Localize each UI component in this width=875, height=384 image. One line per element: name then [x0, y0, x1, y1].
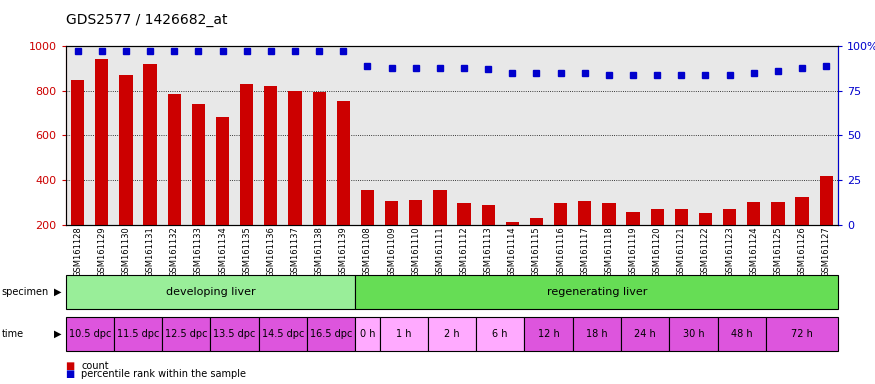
Bar [312, 92, 326, 269]
Bar [410, 200, 423, 269]
Bar [578, 201, 592, 269]
Bar [795, 197, 808, 269]
Text: 48 h: 48 h [731, 329, 752, 339]
Text: GDS2577 / 1426682_at: GDS2577 / 1426682_at [66, 13, 228, 27]
Text: 14.5 dpc: 14.5 dpc [262, 329, 304, 339]
Bar [554, 203, 567, 269]
Text: 30 h: 30 h [682, 329, 704, 339]
Bar [216, 117, 229, 269]
Text: developing liver: developing liver [165, 287, 256, 297]
Text: ▶: ▶ [53, 329, 61, 339]
Text: 12.5 dpc: 12.5 dpc [165, 329, 207, 339]
Text: 11.5 dpc: 11.5 dpc [117, 329, 159, 339]
Bar [119, 74, 133, 269]
Text: time: time [2, 329, 24, 339]
Bar [675, 209, 688, 269]
Bar [699, 213, 712, 269]
Bar [650, 209, 664, 269]
Bar [360, 190, 374, 269]
Text: 10.5 dpc: 10.5 dpc [68, 329, 111, 339]
Text: ■: ■ [66, 369, 75, 379]
Text: ■: ■ [66, 361, 75, 371]
Bar [385, 201, 398, 269]
Text: 72 h: 72 h [791, 329, 813, 339]
Text: 2 h: 2 h [444, 329, 459, 339]
Bar [289, 91, 302, 269]
Text: 12 h: 12 h [537, 329, 559, 339]
Bar [626, 212, 640, 269]
Text: ▶: ▶ [53, 287, 61, 297]
Bar [337, 101, 350, 269]
Text: percentile rank within the sample: percentile rank within the sample [81, 369, 247, 379]
Bar [144, 64, 157, 269]
Text: 18 h: 18 h [586, 329, 607, 339]
Bar [506, 222, 519, 269]
Bar [168, 94, 181, 269]
Bar [264, 86, 277, 269]
Bar [71, 80, 84, 269]
Bar [95, 60, 108, 269]
Bar [529, 218, 543, 269]
Text: regenerating liver: regenerating liver [547, 287, 647, 297]
Bar [747, 202, 760, 269]
Text: 1 h: 1 h [396, 329, 411, 339]
Text: specimen: specimen [2, 287, 49, 297]
Bar [458, 202, 471, 269]
Bar [481, 205, 494, 269]
Text: 13.5 dpc: 13.5 dpc [214, 329, 256, 339]
Bar [240, 84, 254, 269]
Bar [771, 202, 785, 269]
Text: 6 h: 6 h [493, 329, 508, 339]
Text: 0 h: 0 h [360, 329, 375, 339]
Bar [723, 209, 736, 269]
Bar [820, 176, 833, 269]
Bar [433, 190, 446, 269]
Bar [192, 104, 205, 269]
Text: count: count [81, 361, 109, 371]
Text: 24 h: 24 h [634, 329, 656, 339]
Text: 16.5 dpc: 16.5 dpc [310, 329, 353, 339]
Bar [602, 203, 615, 269]
